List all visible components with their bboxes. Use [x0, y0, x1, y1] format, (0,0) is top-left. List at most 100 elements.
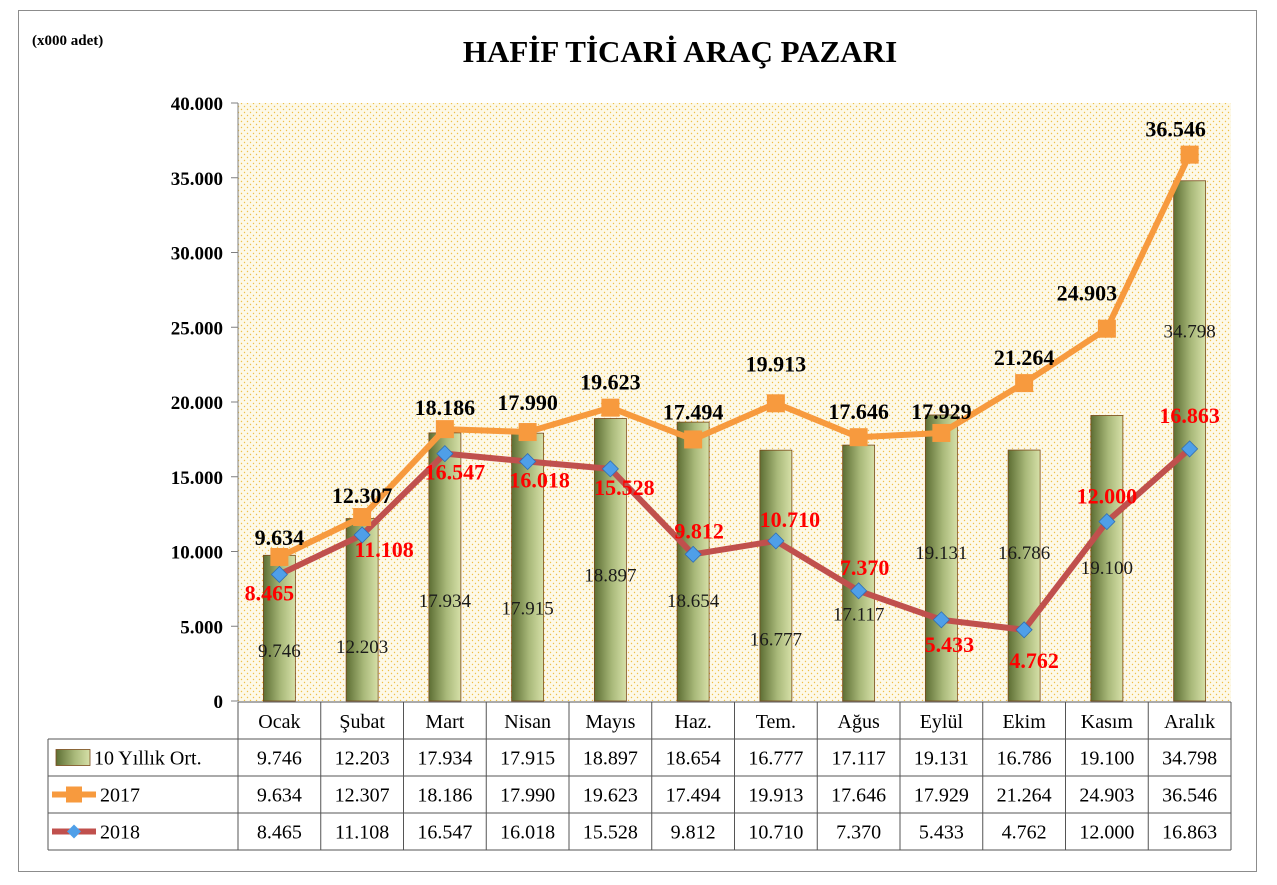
label-2018: 16.547 [425, 460, 486, 485]
table-value-cell: 10.710 [748, 822, 803, 844]
point-2017 [684, 430, 703, 449]
table-value-cell: 15.528 [583, 822, 638, 844]
point-2017 [353, 508, 372, 527]
label-2018: 8.465 [245, 580, 295, 605]
category-label: Ağus [838, 711, 880, 733]
bar-10-yillik-ort [511, 432, 545, 702]
point-2017 [849, 428, 868, 447]
point-2018 [601, 460, 619, 478]
category-label: Aralık [1164, 711, 1215, 733]
legend-key-bar [55, 749, 91, 766]
table-value-cell: 4.762 [1002, 822, 1047, 844]
point-2017 [270, 547, 289, 566]
table-value-cell: 12.203 [335, 748, 390, 770]
table-value-cell: 19.100 [1079, 748, 1134, 770]
bar-value-label: 9.746 [258, 641, 301, 662]
table-value-cell: 16.863 [1162, 822, 1217, 844]
label-2017: 19.913 [746, 351, 807, 376]
point-2018 [932, 611, 950, 629]
table-value-cell: 9.746 [257, 748, 302, 770]
label-2017: 17.990 [497, 390, 558, 415]
category-label: Şubat [339, 711, 385, 733]
y-tick-label: 25.000 [171, 318, 223, 339]
legend-series-name: 10 Yıllık Ort. [94, 748, 202, 770]
series-line-2018 [278, 446, 1192, 633]
table-value-cell: 12.307 [335, 785, 390, 807]
label-2018: 9.812 [674, 518, 724, 543]
bar-10-yillik-ort [759, 449, 793, 702]
point-2018 [684, 545, 702, 563]
table-value-cell: 17.117 [831, 748, 885, 770]
category-label: Mayıs [585, 711, 635, 733]
point-2017 [1097, 319, 1116, 338]
label-2017: 9.634 [255, 525, 305, 550]
bar-10-yillik-ort [842, 444, 876, 702]
table-value-cell: 19.623 [583, 785, 638, 807]
table-value-cell: 19.913 [748, 785, 803, 807]
point-2017 [518, 423, 537, 442]
point-2018 [519, 452, 537, 471]
point-2018 [270, 565, 288, 584]
table-value-cell: 18.897 [583, 748, 638, 770]
category-label: Ekim [1002, 711, 1046, 733]
table-value-cell: 16.786 [997, 748, 1052, 770]
y-tick-label: 10.000 [171, 543, 223, 564]
bar-value-label: 18.897 [584, 565, 636, 586]
y-tick-label: 30.000 [171, 244, 223, 265]
table-value-cell: 12.000 [1079, 822, 1134, 844]
table-value-cell: 16.547 [417, 822, 472, 844]
y-tick-label: 0 [214, 692, 224, 713]
point-2017 [932, 423, 951, 442]
label-2017: 36.546 [1145, 117, 1206, 142]
bar-value-label: 17.117 [833, 604, 885, 625]
chart-title: HAFİF TİCARİ ARAÇ PAZARI [463, 34, 897, 69]
table-value-cell: 16.777 [748, 748, 803, 770]
label-2018: 16.018 [509, 468, 570, 493]
legend-key-marker-2017 [66, 786, 82, 803]
table-value-cell: 9.812 [671, 822, 716, 844]
label-2018: 7.370 [840, 555, 890, 580]
label-2017: 17.494 [663, 399, 724, 424]
table-value-cell: 11.108 [335, 822, 389, 844]
point-2017 [766, 394, 785, 413]
y-tick-label: 35.000 [171, 169, 223, 190]
table-value-cell: 21.264 [997, 785, 1052, 807]
label-2018: 11.108 [354, 537, 413, 562]
table-value-cell: 8.465 [257, 822, 302, 844]
table-value-cell: 17.915 [500, 748, 555, 770]
label-2018: 15.528 [594, 475, 655, 500]
label-2017: 18.186 [415, 395, 476, 420]
label-2017: 17.929 [911, 399, 972, 424]
point-2018 [436, 445, 454, 463]
point-2017 [601, 398, 620, 417]
y-tick-label: 5.000 [180, 617, 223, 638]
point-2018 [353, 526, 371, 544]
legend-key-marker-2018 [67, 824, 81, 839]
table-value-cell: 18.186 [417, 785, 472, 807]
label-2018: 4.762 [1009, 648, 1059, 673]
label-2017: 12.307 [332, 483, 393, 508]
point-2018 [1015, 621, 1033, 639]
bar-value-label: 19.131 [915, 543, 967, 564]
table-value-cell: 34.798 [1162, 748, 1217, 770]
label-2017: 24.903 [1057, 281, 1118, 306]
point-2017 [435, 420, 454, 439]
bar-value-label: 19.100 [1081, 558, 1133, 579]
table-value-cell: 36.546 [1162, 785, 1217, 807]
category-label: Mart [425, 711, 464, 733]
label-2018: 5.433 [925, 632, 975, 657]
bar-value-label: 34.798 [1164, 321, 1216, 342]
label-2018: 16.863 [1159, 403, 1220, 428]
y-tick-label: 15.000 [171, 468, 223, 489]
y-tick-label: 40.000 [171, 94, 223, 115]
table-value-cell: 17.494 [666, 785, 721, 807]
table-value-cell: 18.654 [666, 748, 721, 770]
point-2018 [850, 582, 868, 600]
label-2018: 10.710 [760, 507, 821, 532]
label-2018: 12.000 [1077, 484, 1138, 509]
label-2017: 19.623 [580, 370, 641, 395]
category-label: Kasım [1081, 711, 1134, 733]
unit-label: (x000 adet) [32, 33, 103, 49]
legend-series-name: 2017 [100, 785, 140, 807]
